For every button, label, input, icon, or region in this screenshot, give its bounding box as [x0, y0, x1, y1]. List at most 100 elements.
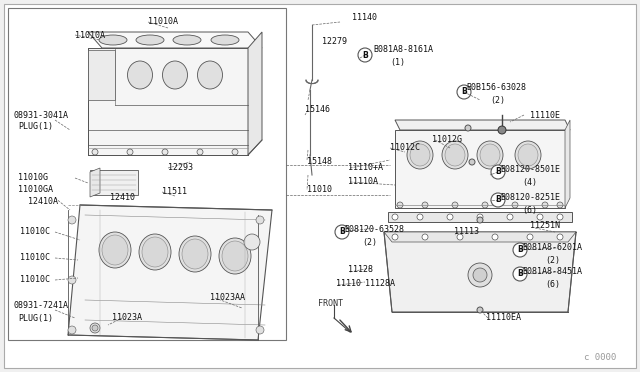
Text: 11511: 11511	[162, 187, 187, 196]
Text: 11023A: 11023A	[112, 314, 142, 323]
Text: 11023AA: 11023AA	[210, 294, 245, 302]
Text: 11012G: 11012G	[432, 135, 462, 144]
Circle shape	[469, 159, 475, 165]
Ellipse shape	[102, 235, 128, 265]
Text: (1): (1)	[390, 58, 405, 67]
Text: 11110EA: 11110EA	[486, 314, 521, 323]
Circle shape	[256, 216, 264, 224]
Bar	[8, 8, 286, 340]
Circle shape	[491, 165, 505, 179]
Text: 11110: 11110	[336, 279, 361, 288]
Text: 11010C: 11010C	[20, 228, 50, 237]
Text: 15146: 15146	[305, 106, 330, 115]
Circle shape	[68, 276, 76, 284]
Circle shape	[537, 214, 543, 220]
Text: 11010GA: 11010GA	[18, 186, 53, 195]
Text: 11251N: 11251N	[530, 221, 560, 231]
Ellipse shape	[211, 35, 239, 45]
Circle shape	[473, 268, 487, 282]
Text: B08120-63528: B08120-63528	[344, 225, 404, 234]
Text: 11010A: 11010A	[148, 17, 178, 26]
Ellipse shape	[407, 141, 433, 169]
Ellipse shape	[136, 35, 164, 45]
Circle shape	[447, 214, 453, 220]
Circle shape	[557, 202, 563, 208]
Circle shape	[392, 214, 398, 220]
Polygon shape	[88, 32, 262, 48]
Text: B081A8-6201A: B081A8-6201A	[522, 244, 582, 253]
Polygon shape	[90, 168, 100, 197]
Polygon shape	[384, 232, 576, 242]
Circle shape	[68, 216, 76, 224]
Circle shape	[422, 202, 428, 208]
Circle shape	[68, 326, 76, 334]
Circle shape	[422, 234, 428, 240]
Circle shape	[127, 149, 133, 155]
Circle shape	[477, 214, 483, 220]
Circle shape	[457, 85, 471, 99]
Circle shape	[162, 149, 168, 155]
Text: 11110A: 11110A	[348, 177, 378, 186]
Text: B: B	[495, 167, 501, 176]
Circle shape	[507, 214, 513, 220]
Ellipse shape	[410, 144, 430, 166]
Text: 11012C: 11012C	[390, 144, 420, 153]
Text: PLUG(1): PLUG(1)	[18, 122, 53, 131]
Polygon shape	[90, 170, 138, 195]
Text: B08120-8251E: B08120-8251E	[500, 193, 560, 202]
Ellipse shape	[139, 234, 171, 270]
Circle shape	[197, 149, 203, 155]
Polygon shape	[395, 130, 565, 208]
Ellipse shape	[515, 141, 541, 169]
Circle shape	[498, 126, 506, 134]
Text: B: B	[495, 196, 501, 205]
Circle shape	[232, 149, 238, 155]
Circle shape	[465, 125, 471, 131]
Circle shape	[477, 307, 483, 313]
Text: 11128: 11128	[348, 266, 373, 275]
Text: 11110E: 11110E	[530, 110, 560, 119]
Text: 11110+A: 11110+A	[348, 164, 383, 173]
Text: 11140: 11140	[352, 13, 377, 22]
Circle shape	[397, 202, 403, 208]
Ellipse shape	[142, 237, 168, 267]
Text: 11010G: 11010G	[18, 173, 48, 183]
Text: 12279: 12279	[322, 38, 347, 46]
Text: B081A8-8451A: B081A8-8451A	[522, 267, 582, 276]
Text: 08931-3041A: 08931-3041A	[14, 110, 69, 119]
Ellipse shape	[219, 238, 251, 274]
Text: B: B	[517, 246, 523, 254]
Circle shape	[392, 234, 398, 240]
Ellipse shape	[445, 144, 465, 166]
Ellipse shape	[182, 239, 208, 269]
Text: B: B	[362, 51, 368, 60]
Text: (2): (2)	[490, 96, 505, 105]
Circle shape	[557, 214, 563, 220]
Text: (4): (4)	[522, 177, 537, 186]
Circle shape	[335, 225, 349, 239]
Circle shape	[527, 234, 533, 240]
Circle shape	[417, 214, 423, 220]
Circle shape	[542, 202, 548, 208]
Ellipse shape	[99, 232, 131, 268]
Circle shape	[92, 325, 98, 331]
Ellipse shape	[179, 236, 211, 272]
Polygon shape	[88, 48, 248, 155]
Circle shape	[468, 263, 492, 287]
Ellipse shape	[99, 35, 127, 45]
Text: 12410A: 12410A	[28, 198, 58, 206]
Circle shape	[557, 234, 563, 240]
Circle shape	[482, 202, 488, 208]
Polygon shape	[395, 120, 570, 130]
Text: c 0000: c 0000	[584, 353, 616, 362]
Text: B: B	[517, 269, 523, 279]
Ellipse shape	[518, 144, 538, 166]
Text: 11010A: 11010A	[75, 31, 105, 39]
Polygon shape	[384, 232, 576, 312]
Text: (2): (2)	[362, 237, 377, 247]
Ellipse shape	[127, 61, 152, 89]
Text: 12293: 12293	[168, 164, 193, 173]
Text: FRONT: FRONT	[318, 298, 343, 308]
Text: 11010: 11010	[307, 186, 332, 195]
Circle shape	[477, 217, 483, 223]
